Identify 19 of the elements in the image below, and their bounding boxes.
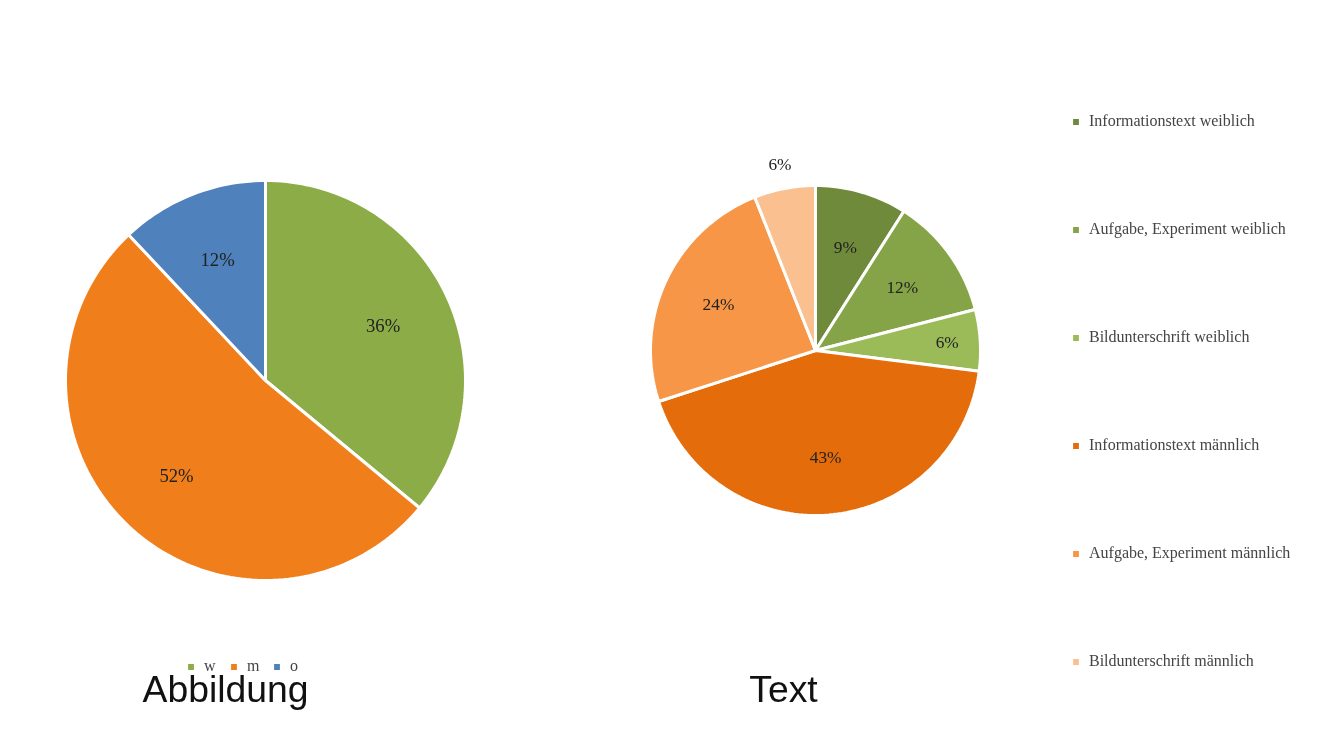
data-label: 6% xyxy=(768,154,792,174)
legend-label: Bildunterschrift weiblich xyxy=(1089,328,1250,346)
legend-label: Bildunterschrift männlich xyxy=(1089,652,1254,670)
legend-label: Aufgabe, Experiment weiblich xyxy=(1089,220,1286,238)
text: Text xyxy=(749,667,819,710)
legend-label: w xyxy=(204,657,217,675)
data-label: 52% xyxy=(159,464,194,486)
data-label: 24% xyxy=(702,295,735,315)
data-label: 6% xyxy=(935,332,959,352)
legend-label: Aufgabe, Experiment männlich xyxy=(1089,544,1291,562)
data-label: 12% xyxy=(200,249,235,271)
data-label: 12% xyxy=(886,277,919,297)
legend-label: Informationstext männlich xyxy=(1089,436,1260,454)
data-label: 36% xyxy=(366,314,401,336)
legend-label: o xyxy=(290,657,299,675)
legend-label: m xyxy=(247,657,261,675)
data-label: 9% xyxy=(833,238,857,258)
legend-label: Informationstext weiblich xyxy=(1089,112,1255,130)
data-label: 43% xyxy=(809,447,842,467)
